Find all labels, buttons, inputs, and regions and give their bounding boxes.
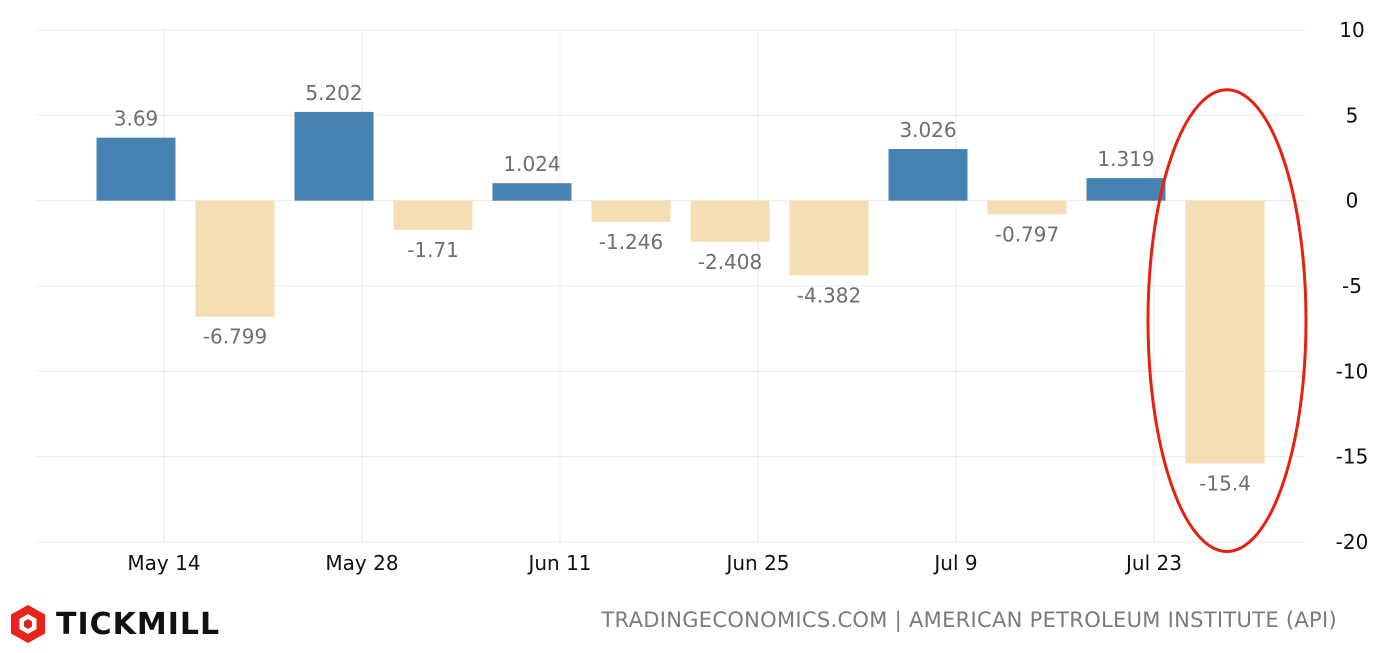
- highlight-ellipse: [1146, 88, 1308, 553]
- data-labels: 3.69 -6.799 5.202 -1.71 1.024 -1.246 -2.408 -4.…: [114, 81, 1251, 496]
- bar: [195, 200, 275, 317]
- bar: [987, 200, 1067, 215]
- brand-name: TICKMILL: [56, 606, 221, 642]
- x-tick-label: Jun 11: [526, 551, 591, 575]
- x-tick-label: Jun 25: [724, 551, 789, 575]
- chart: 3.69 -6.799 5.202 -1.71 1.024 -1.246 -2.408 -4.…: [36, 18, 1369, 575]
- y-tick-label: -15: [1336, 445, 1369, 469]
- bar: [591, 200, 671, 222]
- data-label: 1.319: [1097, 147, 1154, 171]
- bar: [1185, 200, 1265, 464]
- data-label: -2.408: [698, 250, 762, 274]
- bar: [492, 183, 572, 201]
- y-tick-label: 10: [1339, 18, 1364, 42]
- bars: [96, 111, 1265, 464]
- bar: [690, 200, 770, 242]
- bar: [888, 149, 968, 201]
- tickmill-hexagon-logo-icon: [11, 605, 45, 643]
- annotation: [1146, 88, 1308, 553]
- data-label: 1.024: [503, 152, 560, 176]
- data-label: 3.69: [114, 107, 159, 131]
- y-tick-label: 5: [1346, 103, 1359, 127]
- data-label: -0.797: [995, 222, 1059, 246]
- source-credit: TRADINGECONOMICS.COM | AMERICAN PETROLEU…: [601, 608, 1337, 632]
- bar: [96, 137, 176, 201]
- data-label: -1.246: [599, 230, 663, 254]
- bar: [1086, 178, 1166, 201]
- data-label: -4.382: [797, 283, 861, 307]
- y-tick-label: -5: [1342, 274, 1362, 298]
- x-tick-label: Jul 9: [932, 551, 977, 575]
- x-tick-label: May 28: [325, 551, 398, 575]
- data-label: 5.202: [305, 81, 362, 105]
- bar: [393, 200, 473, 230]
- data-label: -15.4: [1199, 471, 1251, 495]
- bar: [294, 111, 374, 201]
- brand: TICKMILL: [8, 601, 220, 647]
- y-axis-ticks: 10 5 0 -5 -10 -15 -20: [1336, 18, 1369, 554]
- y-tick-label: 0: [1346, 189, 1359, 213]
- data-label: -6.799: [203, 325, 267, 349]
- x-tick-label: Jul 23: [1124, 551, 1182, 575]
- y-tick-label: -20: [1336, 530, 1369, 554]
- bar: [789, 200, 869, 276]
- x-tick-label: May 14: [127, 551, 200, 575]
- y-tick-label: -10: [1336, 359, 1369, 383]
- data-label: -1.71: [407, 238, 459, 262]
- x-axis-ticks: May 14 May 28 Jun 11 Jun 25 Jul 9 Jul 23: [127, 551, 1182, 575]
- data-label: 3.026: [899, 118, 956, 142]
